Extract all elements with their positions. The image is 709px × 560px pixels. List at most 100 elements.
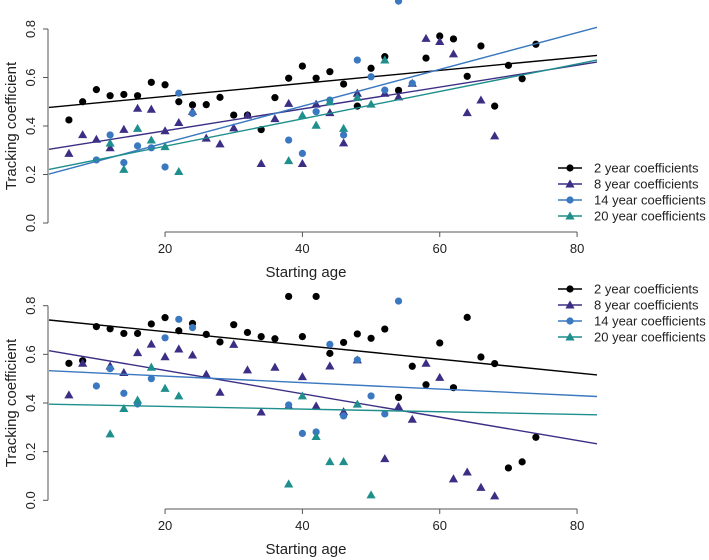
data-point-2yr xyxy=(367,64,375,72)
legend-label: 8 year coefficients xyxy=(594,177,699,192)
data-point-14yr xyxy=(161,334,169,342)
data-point-8yr xyxy=(132,348,143,357)
data-point-2yr xyxy=(133,92,142,100)
data-point-14yr xyxy=(381,86,389,94)
data-point-8yr xyxy=(201,369,211,378)
data-point-20yr xyxy=(105,429,115,438)
data-point-20yr xyxy=(339,457,349,466)
data-point-2yr xyxy=(422,381,430,389)
y-tick-label: 0.6 xyxy=(23,68,38,86)
data-point-14yr xyxy=(312,108,320,116)
regression-line-20yr xyxy=(48,403,598,416)
data-point-20yr xyxy=(325,97,335,106)
x-tick-label: 60 xyxy=(433,518,447,533)
data-point-2yr xyxy=(147,78,155,86)
data-point-8yr xyxy=(146,104,156,113)
data-point-20yr xyxy=(105,138,115,147)
data-point-20yr xyxy=(284,156,294,165)
data-point-8yr xyxy=(229,339,239,348)
legend-marker-14yr xyxy=(566,196,574,204)
x-tick-label: 20 xyxy=(158,518,172,533)
regression-line-14yr xyxy=(48,369,598,398)
data-point-2yr xyxy=(312,292,320,301)
data-point-8yr xyxy=(435,372,445,381)
legend-label: 2 year coefficients xyxy=(594,282,699,297)
data-point-2yr xyxy=(161,314,169,322)
data-point-2yr xyxy=(504,61,513,69)
data-point-8yr xyxy=(119,124,129,133)
panel-bottom: 0.0 0.2 0.4 0.6 0.8 Tracking coefficient 20 40 6… xyxy=(3,282,706,559)
x-tick-label: 80 xyxy=(570,518,584,533)
data-point-2yr xyxy=(394,393,403,402)
legend-marker-20yr xyxy=(565,211,575,220)
data-point-2yr xyxy=(92,86,100,94)
data-point-20yr xyxy=(380,55,390,64)
data-point-8yr xyxy=(462,467,472,476)
regression-line-20yr xyxy=(48,59,598,171)
data-point-2yr xyxy=(518,75,526,83)
series-20yr xyxy=(48,55,598,176)
data-point-14yr xyxy=(312,428,320,436)
data-point-2yr xyxy=(491,359,499,368)
series-14yr xyxy=(48,297,598,438)
data-point-8yr xyxy=(270,114,280,123)
series-2yr xyxy=(48,292,598,472)
data-point-2yr xyxy=(408,362,416,370)
x-tick-label: 60 xyxy=(433,241,447,256)
data-point-2yr xyxy=(230,111,238,119)
data-point-2yr xyxy=(340,80,348,88)
data-point-14yr xyxy=(367,73,375,81)
data-point-8yr xyxy=(270,362,280,371)
data-point-2yr xyxy=(161,81,169,89)
data-point-8yr xyxy=(352,88,362,97)
data-point-2yr xyxy=(65,116,73,124)
data-point-2yr xyxy=(463,313,471,321)
data-point-2yr xyxy=(271,335,279,343)
x-tick-label: 80 xyxy=(570,241,584,256)
data-point-2yr xyxy=(65,359,73,367)
data-point-8yr xyxy=(160,352,170,361)
data-point-2yr xyxy=(491,102,499,110)
data-point-20yr xyxy=(325,457,335,466)
data-point-14yr xyxy=(133,142,142,150)
regression-line-14yr xyxy=(48,26,598,175)
data-point-20yr xyxy=(119,403,129,413)
data-point-2yr xyxy=(326,349,334,357)
legend-marker-8yr xyxy=(565,300,575,309)
data-point-2yr xyxy=(394,86,403,94)
data-point-20yr xyxy=(146,362,156,371)
data-point-2yr xyxy=(216,93,224,101)
data-point-8yr xyxy=(490,491,500,500)
data-point-8yr xyxy=(215,387,225,396)
data-point-2yr xyxy=(326,68,334,76)
data-point-8yr xyxy=(64,390,74,399)
data-point-14yr xyxy=(285,401,293,409)
data-point-2yr xyxy=(285,74,293,82)
data-point-2yr xyxy=(106,325,114,333)
data-point-8yr xyxy=(297,158,307,168)
data-point-20yr xyxy=(132,123,143,132)
legend-label: 14 year coefficients xyxy=(594,314,706,329)
data-point-14yr xyxy=(408,79,416,87)
data-point-2yr xyxy=(518,458,526,466)
data-point-2yr xyxy=(532,433,540,441)
data-point-2yr xyxy=(340,338,348,347)
data-point-8yr xyxy=(448,49,459,58)
plot-area xyxy=(48,0,598,176)
regression-line-8yr xyxy=(48,349,598,445)
data-point-8yr xyxy=(187,350,198,359)
data-point-8yr xyxy=(476,482,486,491)
legend-marker-2yr xyxy=(566,285,574,293)
series-14yr xyxy=(48,0,598,175)
data-point-2yr xyxy=(312,74,320,82)
data-point-2yr xyxy=(285,292,293,301)
data-point-8yr xyxy=(421,33,431,42)
y-axis-title: Tracking coefficient xyxy=(3,338,20,467)
data-point-14yr xyxy=(340,412,348,420)
data-point-2yr xyxy=(202,330,210,339)
data-point-14yr xyxy=(92,382,100,390)
data-point-20yr xyxy=(311,120,321,129)
data-point-8yr xyxy=(174,118,184,127)
data-point-2yr xyxy=(120,329,128,338)
